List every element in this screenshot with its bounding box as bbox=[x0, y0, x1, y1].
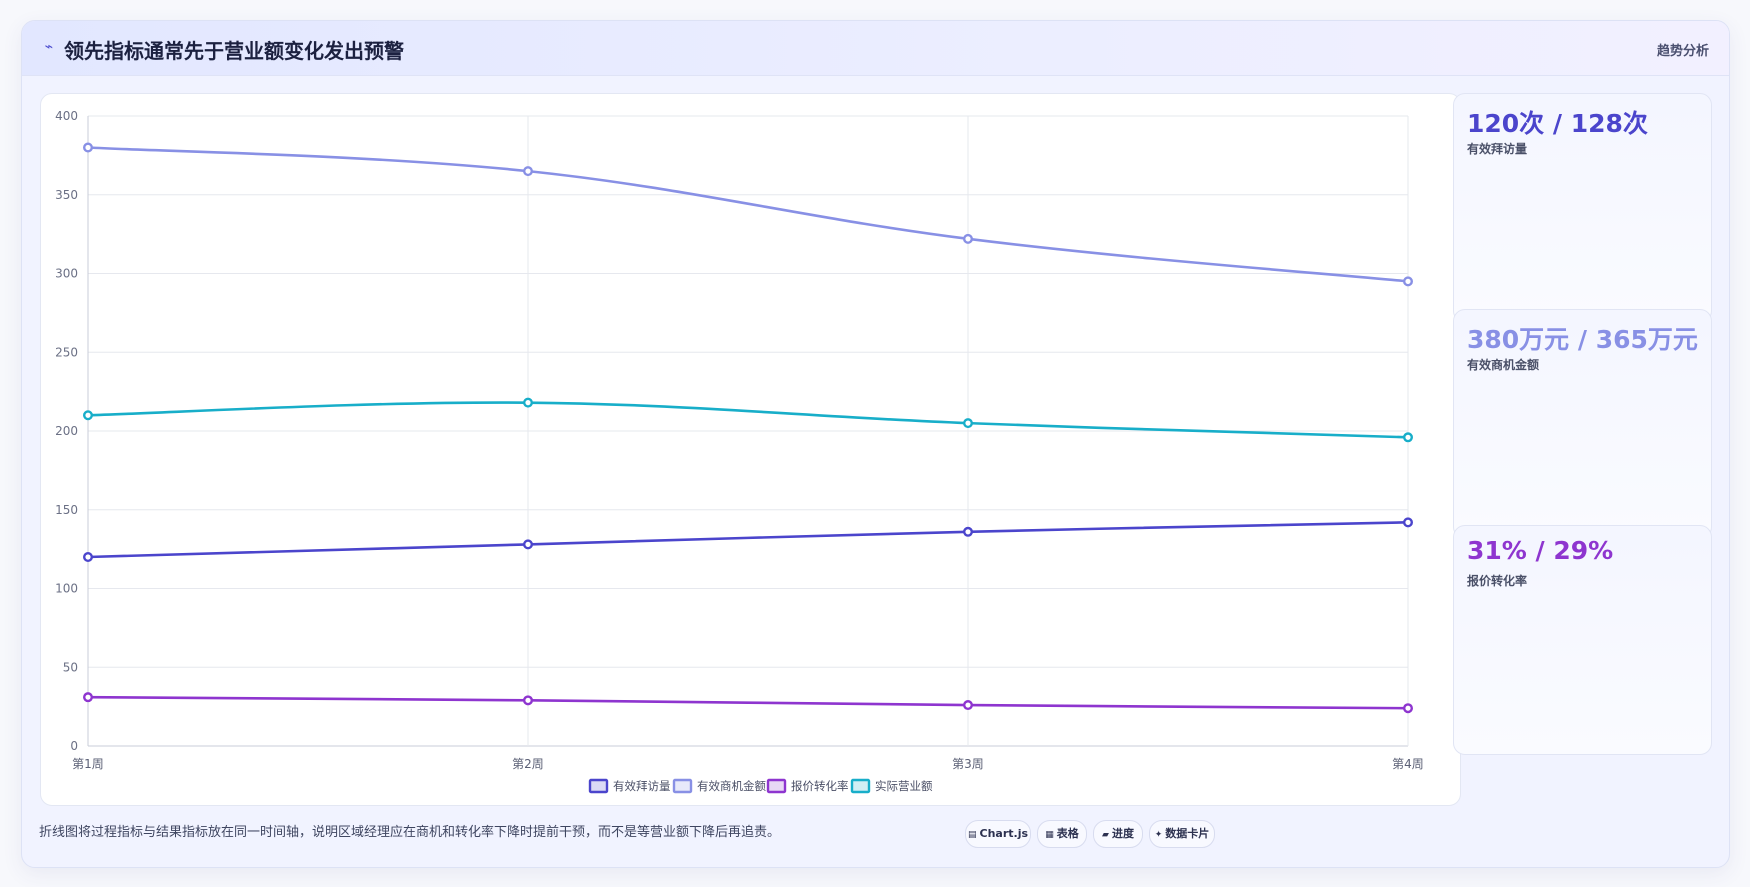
y-tick-label: 100 bbox=[55, 582, 78, 596]
data-point bbox=[523, 166, 534, 177]
tag-label: 表格 bbox=[1056, 827, 1079, 840]
data-point bbox=[83, 552, 94, 563]
stat-label-conversion: 报价转化率 bbox=[1467, 574, 1528, 588]
stat-value-opportunity: 380万元 / 365万元 bbox=[1467, 325, 1698, 354]
y-tick-label: 300 bbox=[55, 267, 78, 281]
series-line-1 bbox=[87, 146, 1409, 283]
table-icon: ▦ bbox=[1045, 830, 1054, 840]
tag-chartjs[interactable]: ▤ Chart.js bbox=[965, 820, 1031, 848]
stat-card-opportunity: 380万元 / 365万元 有效商机金额 bbox=[1453, 309, 1712, 539]
x-tick-label: 第3周 bbox=[952, 757, 984, 771]
legend-label: 有效商机金额 bbox=[697, 779, 766, 793]
data-point bbox=[523, 397, 534, 408]
data-point bbox=[1402, 517, 1413, 528]
data-point bbox=[523, 695, 534, 706]
y-tick-label: 50 bbox=[63, 660, 78, 674]
y-tick-label: 250 bbox=[55, 345, 78, 359]
card-header: ⌁ 领先指标通常先于营业额变化发出预警 趋势分析 bbox=[22, 21, 1729, 76]
stat-value-conversion: 31% / 29% bbox=[1467, 536, 1614, 565]
y-tick-label: 150 bbox=[55, 503, 78, 517]
data-point bbox=[963, 418, 974, 429]
series-line-2 bbox=[87, 695, 1409, 710]
series-line-0 bbox=[87, 521, 1409, 559]
x-tick-label: 第4周 bbox=[1392, 757, 1424, 771]
tag-table[interactable]: ▦ 表格 bbox=[1037, 820, 1087, 848]
data-point bbox=[1402, 432, 1413, 443]
y-tick-label: 350 bbox=[55, 188, 78, 202]
line-chart-panel: 0 50 100 150 200 250 300 350 400 第1周 第2周 第3周 第4周有效拜访… bbox=[40, 93, 1461, 806]
legend-swatch bbox=[588, 778, 609, 794]
card-title: 领先指标通常先于营业额变化发出预警 bbox=[64, 39, 404, 63]
y-tick-label: 0 bbox=[70, 739, 78, 753]
data-point bbox=[523, 539, 534, 550]
pulse-icon: ⌁ bbox=[44, 39, 54, 55]
tag-progress[interactable]: ▰ 进度 bbox=[1093, 820, 1143, 848]
tag-data-card[interactable]: ✦ 数据卡片 bbox=[1149, 820, 1215, 848]
x-tick-label: 第1周 bbox=[72, 757, 104, 771]
trend-analysis-label: 趋势分析 bbox=[1656, 44, 1709, 59]
legend-swatch bbox=[766, 778, 787, 794]
line-chart: 0 50 100 150 200 250 300 350 400 第1周 第2周 第3周 第4周有效拜访… bbox=[55, 109, 1424, 794]
data-point bbox=[963, 526, 974, 537]
tag-label: Chart.js bbox=[979, 827, 1029, 840]
legend-label: 有效拜访量 bbox=[613, 779, 671, 793]
stat-label-visits: 有效拜访量 bbox=[1467, 142, 1528, 156]
legend-label: 实际营业额 bbox=[875, 779, 933, 793]
data-point bbox=[963, 700, 974, 711]
data-point bbox=[83, 142, 94, 153]
legend-swatch bbox=[850, 778, 871, 794]
y-tick-label: 400 bbox=[55, 109, 78, 123]
data-point bbox=[83, 410, 94, 421]
footer-note: 折线图将过程指标与结果指标放在同一时间轴，说明区域经理应在商机和转化率下降时提前… bbox=[39, 825, 781, 840]
stat-card-visits: 120次 / 128次 有效拜访量 bbox=[1453, 93, 1712, 323]
legend-swatch bbox=[672, 778, 693, 794]
chart-icon: ▤ bbox=[967, 830, 977, 840]
data-point bbox=[963, 233, 974, 244]
chart-card: ⌁ 领先指标通常先于营业额变化发出预警 趋势分析 0 50 100 150 200 250… bbox=[21, 20, 1730, 868]
card-icon: ✦ bbox=[1154, 830, 1163, 840]
progress-icon: ▰ bbox=[1102, 830, 1109, 840]
tag-label: 进度 bbox=[1111, 827, 1134, 840]
data-point bbox=[1402, 276, 1413, 287]
legend-label: 报价转化率 bbox=[791, 779, 849, 793]
tag-label: 数据卡片 bbox=[1165, 827, 1210, 840]
y-tick-label: 200 bbox=[55, 424, 78, 438]
data-point bbox=[1402, 703, 1413, 714]
data-point bbox=[83, 692, 94, 703]
x-tick-label: 第2周 bbox=[512, 757, 544, 771]
stat-card-conversion: 31% / 29% 报价转化率 bbox=[1453, 525, 1712, 755]
stat-value-visits: 120次 / 128次 bbox=[1467, 109, 1648, 138]
series-line-3 bbox=[87, 401, 1409, 439]
stat-label-opportunity: 有效商机金额 bbox=[1467, 358, 1540, 372]
